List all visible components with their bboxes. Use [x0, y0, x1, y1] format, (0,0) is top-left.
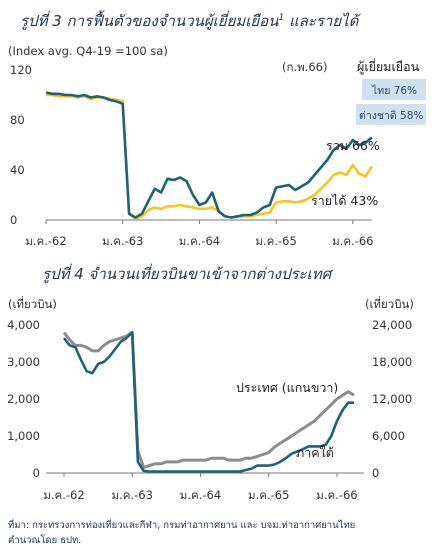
chart2-right-y-ticks: 0 6,000 12,000 18,000 24,000 [372, 318, 412, 480]
chart1-legend-header: ผู้เยี่ยมเยือน [357, 58, 420, 75]
chart2-label-international: ประเทศ (แกนขวา) [236, 380, 338, 395]
chart2-right-y-tick-label: 6,000 [372, 429, 405, 443]
chart1-y-axis-title: (Index avg. Q4-19 =100 sa) [8, 44, 168, 58]
chart2-left-y-tick-label: 4,000 [7, 318, 40, 332]
chart2-line-south [62, 331, 354, 473]
chart2-lines [62, 330, 355, 473]
chart1-x-ticks: ม.ค.-62 ม.ค.-63 ม.ค.-64 ม.ค.-65 ม.ค.-66 [25, 220, 374, 248]
source-line-2: คำนวณโดย ธปท. [8, 534, 81, 546]
chart1-x-tick-label: ม.ค.-65 [255, 234, 296, 248]
chart1-line-total [45, 91, 373, 219]
chart2-right-y-tick-label: 18,000 [372, 355, 412, 369]
chart2-x-ticks: ม.ค.-62 ม.ค.-63 ม.ค.-64 ม.ค.-65 ม.ค.-66 [43, 473, 358, 502]
chart2-label-south: ภาคใต้ [296, 445, 334, 460]
chart1-x-tick-label: ม.ค.-64 [179, 234, 220, 248]
chart2-right-y-tick-label: 12,000 [372, 392, 412, 406]
chart2-x-tick-label: ม.ค.-65 [248, 488, 289, 502]
chart2-left-y-ticks: 0 1,000 2,000 3,000 4,000 [7, 318, 40, 480]
chart2-left-y-tick-label: 3,000 [7, 355, 40, 369]
chart1-legend-box-thai [362, 79, 426, 100]
chart2-x-tick-label: ม.ค.-63 [112, 488, 153, 502]
chart2-x-tick-label: ม.ค.-66 [316, 488, 357, 502]
chart1-y-tick-label: 0 [10, 213, 17, 227]
chart2-title: รูปที่ 4 จำนวนเที่ยวบินขาเข้าจากต่างประเ… [42, 263, 334, 283]
chart1-legend-box-foreign [356, 104, 426, 125]
chart1-legend-item-foreign: ต่างชาติ 58% [359, 110, 423, 122]
chart1-legend-item-thai: ไทย 76% [371, 84, 417, 97]
chart2-x-tick-label: ม.ค.-62 [43, 488, 84, 502]
chart1-label-total: รวม 66% [326, 138, 380, 153]
chart1-y-ticks: 0 40 80 120 [10, 63, 32, 227]
chart1-label-revenue: รายได้ 43% [311, 193, 378, 208]
chart1-x-tick-label: ม.ค.-63 [102, 234, 143, 248]
chart2-right-y-tick-label: 24,000 [372, 318, 412, 332]
chart2-line-international [62, 330, 355, 469]
chart2-right-axis-title: (เที่ยวบิน) [365, 296, 414, 311]
chart1-y-tick-label: 80 [10, 113, 25, 127]
source-line-1: ที่มา: กระทรวงการท่องเที่ยวและกีฬา, กรมท… [8, 518, 355, 531]
chart2-right-y-tick-label: 0 [372, 466, 379, 480]
chart2-left-y-tick-label: 2,000 [7, 392, 40, 406]
chart1-y-tick-label: 120 [10, 63, 32, 77]
chart1-x-tick-label: ม.ค.-66 [332, 234, 373, 248]
chart2-left-y-tick-label: 1,000 [7, 429, 40, 443]
chart1-period-note: (ก.พ.66) [282, 60, 327, 74]
chart1-title: รูปที่ 3 การฟื้นตัวของจำนวนผู้เยี่ยมเยือ… [20, 10, 361, 30]
chart1-lines [45, 91, 374, 221]
chart2-x-tick-label: ม.ค.-64 [180, 488, 221, 502]
chart1-x-tick-label: ม.ค.-62 [25, 234, 66, 248]
chart2-left-axis-title: (เที่ยวบิน) [8, 296, 57, 311]
chart1-y-tick-label: 40 [10, 163, 25, 177]
chart2-left-y-tick-label: 0 [33, 466, 40, 480]
